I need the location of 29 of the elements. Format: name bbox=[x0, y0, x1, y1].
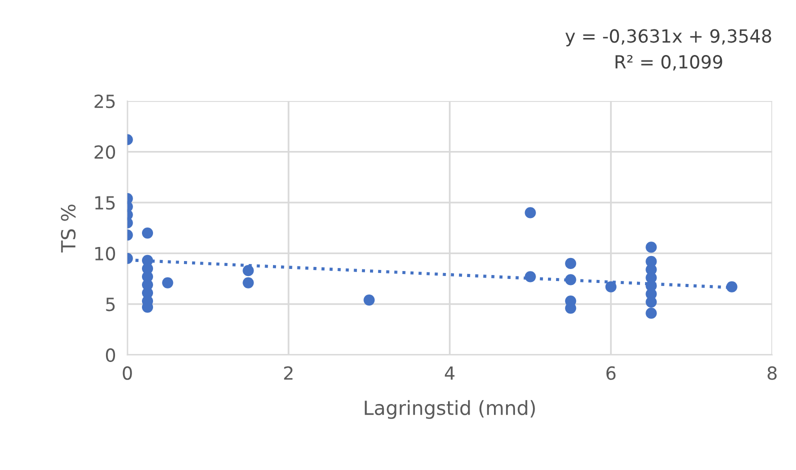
point bbox=[646, 296, 657, 308]
x-axis-title: Lagringstid (mnd) bbox=[364, 400, 535, 419]
x-tick-label: 6 bbox=[606, 366, 616, 380]
point bbox=[646, 242, 657, 253]
x-tick-label: 8 bbox=[768, 366, 777, 380]
point bbox=[242, 277, 254, 288]
y-tick-label: 5 bbox=[106, 298, 115, 312]
text: R² = 0,1099 bbox=[616, 55, 722, 71]
point bbox=[364, 294, 375, 306]
x-tick-label: 2 bbox=[284, 366, 292, 380]
y-tick-label: 15 bbox=[95, 196, 115, 210]
text: y = -0,3631x + 9,3548 bbox=[565, 29, 772, 46]
point bbox=[524, 271, 536, 282]
point bbox=[726, 281, 738, 292]
point bbox=[565, 274, 576, 286]
y-tick-label: 20 bbox=[94, 145, 116, 159]
y-axis-title: TS % bbox=[60, 204, 76, 252]
point bbox=[646, 308, 657, 319]
point bbox=[142, 227, 154, 239]
point bbox=[605, 281, 616, 292]
point bbox=[524, 207, 536, 218]
y-tick-label: 0 bbox=[106, 348, 116, 362]
y-tick-label: 25 bbox=[94, 94, 115, 108]
point bbox=[242, 265, 254, 276]
point bbox=[162, 277, 174, 288]
x-tick-label: 0 bbox=[122, 366, 132, 380]
x-tick-label: 4 bbox=[444, 366, 454, 380]
point bbox=[565, 258, 576, 270]
y-tick-label: 10 bbox=[95, 246, 116, 260]
